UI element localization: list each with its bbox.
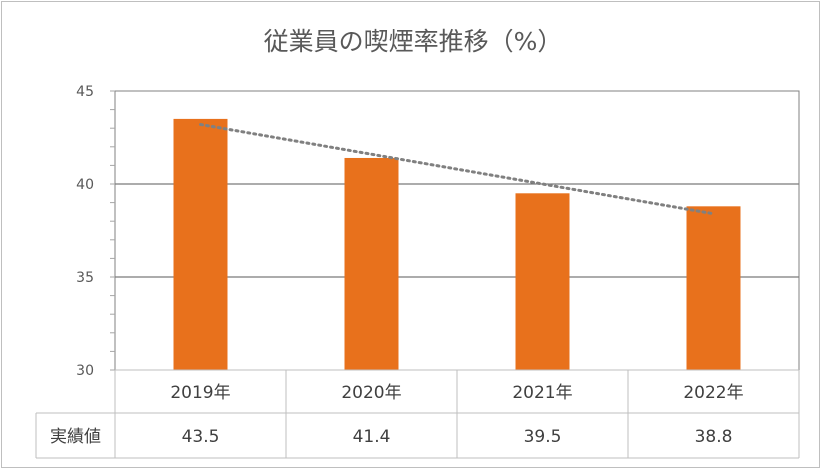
data-value-label: 41.4 [353, 427, 391, 447]
bar [173, 118, 228, 371]
data-value-label: 39.5 [524, 427, 562, 447]
x-category-label: 2020年 [341, 383, 401, 403]
bar [515, 193, 570, 370]
x-category-label: 2022年 [683, 383, 743, 403]
trendline-group [199, 122, 715, 216]
bars [173, 118, 741, 371]
data-value-label: 43.5 [182, 427, 220, 447]
x-category-label: 2019年 [170, 383, 230, 403]
x-category-label: 2021年 [512, 383, 572, 403]
y-axis: 30 35 40 45 [76, 84, 115, 379]
y-tick-label: 40 [76, 177, 94, 193]
y-tick-label: 35 [76, 270, 94, 286]
y-tick-label: 45 [76, 84, 94, 100]
bar [344, 157, 399, 370]
chart-title: 従業員の喫煙率推移（%） [264, 27, 563, 56]
series-name-label: 実績値 [50, 427, 101, 447]
y-tick-label: 30 [76, 363, 94, 379]
bar [686, 206, 741, 370]
data-value-label: 38.8 [695, 427, 733, 447]
trendline [199, 122, 715, 216]
